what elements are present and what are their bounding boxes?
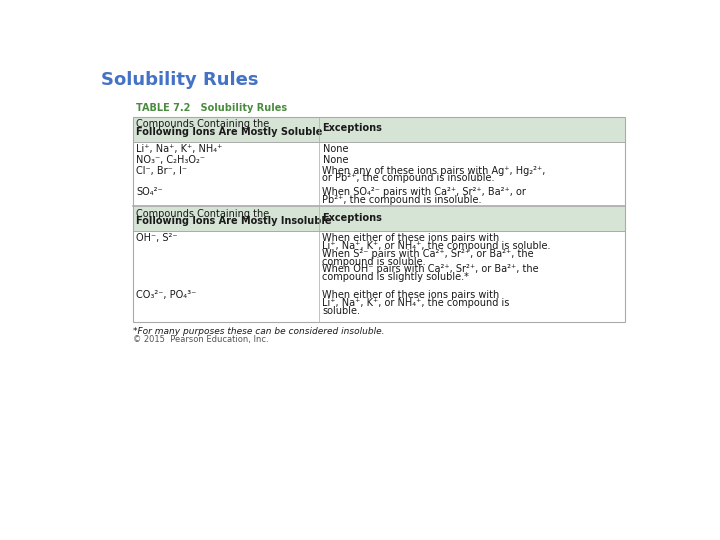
Text: When either of these ions pairs with: When either of these ions pairs with [323, 233, 500, 244]
Text: soluble.: soluble. [323, 306, 361, 316]
Text: compound is soluble.: compound is soluble. [323, 256, 426, 267]
Text: SO₄²⁻: SO₄²⁻ [137, 187, 163, 197]
Bar [132, 206, 625, 231]
Text: Compounds Containing the: Compounds Containing the [137, 119, 270, 130]
Bar [132, 185, 625, 206]
Bar [132, 142, 625, 153]
Text: Exceptions: Exceptions [323, 213, 382, 222]
Text: When S²⁻ pairs with Ca²⁺, Sr²⁺, or Ba²⁺, the: When S²⁻ pairs with Ca²⁺, Sr²⁺, or Ba²⁺,… [323, 249, 534, 259]
Text: Li⁺, Na⁺, K⁺, or NH₄⁺, the compound is: Li⁺, Na⁺, K⁺, or NH₄⁺, the compound is [323, 298, 510, 308]
Bar [132, 117, 625, 142]
Bar [132, 288, 625, 322]
Text: OH⁻, S²⁻: OH⁻, S²⁻ [137, 233, 178, 244]
Text: Following Ions Are Mostly Soluble: Following Ions Are Mostly Soluble [137, 127, 323, 137]
Text: Following Ions Are Mostly Insoluble: Following Ions Are Mostly Insoluble [137, 217, 332, 226]
Text: CO₃²⁻, PO₄³⁻: CO₃²⁻, PO₄³⁻ [137, 291, 197, 300]
Text: compound is slightly soluble.*: compound is slightly soluble.* [323, 272, 469, 282]
Text: When any of these ions pairs with Ag⁺, Hg₂²⁺,: When any of these ions pairs with Ag⁺, H… [323, 166, 546, 176]
Text: Pb²⁺, the compound is insoluble.: Pb²⁺, the compound is insoluble. [323, 195, 482, 205]
Bar [132, 153, 625, 164]
Text: TABLE 7.2   Solubility Rules: TABLE 7.2 Solubility Rules [137, 103, 287, 113]
Text: NO₃⁻, C₂H₃O₂⁻: NO₃⁻, C₂H₃O₂⁻ [137, 155, 205, 165]
Bar [132, 231, 625, 288]
Text: When either of these ions pairs with: When either of these ions pairs with [323, 291, 500, 300]
Text: *For many purposes these can be considered insoluble.: *For many purposes these can be consider… [132, 327, 384, 335]
Text: None: None [323, 144, 348, 154]
Text: Compounds Containing the: Compounds Containing the [137, 209, 270, 219]
Text: Li⁺, Na⁺, K⁺, or NH₄⁺, the compound is soluble.: Li⁺, Na⁺, K⁺, or NH₄⁺, the compound is s… [323, 241, 551, 251]
Text: When OH⁻ pairs with Ca²⁺, Sr²⁺, or Ba²⁺, the: When OH⁻ pairs with Ca²⁺, Sr²⁺, or Ba²⁺,… [323, 264, 539, 274]
Text: Solubility Rules: Solubility Rules [101, 71, 258, 89]
Bar [132, 164, 625, 185]
Text: or Pb²⁺, the compound is insoluble.: or Pb²⁺, the compound is insoluble. [323, 173, 495, 184]
Text: None: None [323, 155, 348, 165]
Text: Cl⁻, Br⁻, I⁻: Cl⁻, Br⁻, I⁻ [137, 166, 187, 176]
Text: © 2015  Pearson Education, Inc.: © 2015 Pearson Education, Inc. [132, 335, 269, 344]
Text: Li⁺, Na⁺, K⁺, NH₄⁺: Li⁺, Na⁺, K⁺, NH₄⁺ [137, 144, 223, 154]
Bar [132, 117, 625, 322]
Text: Exceptions: Exceptions [323, 123, 382, 133]
Text: When SO₄²⁻ pairs with Ca²⁺, Sr²⁺, Ba²⁺, or: When SO₄²⁻ pairs with Ca²⁺, Sr²⁺, Ba²⁺, … [323, 187, 526, 197]
